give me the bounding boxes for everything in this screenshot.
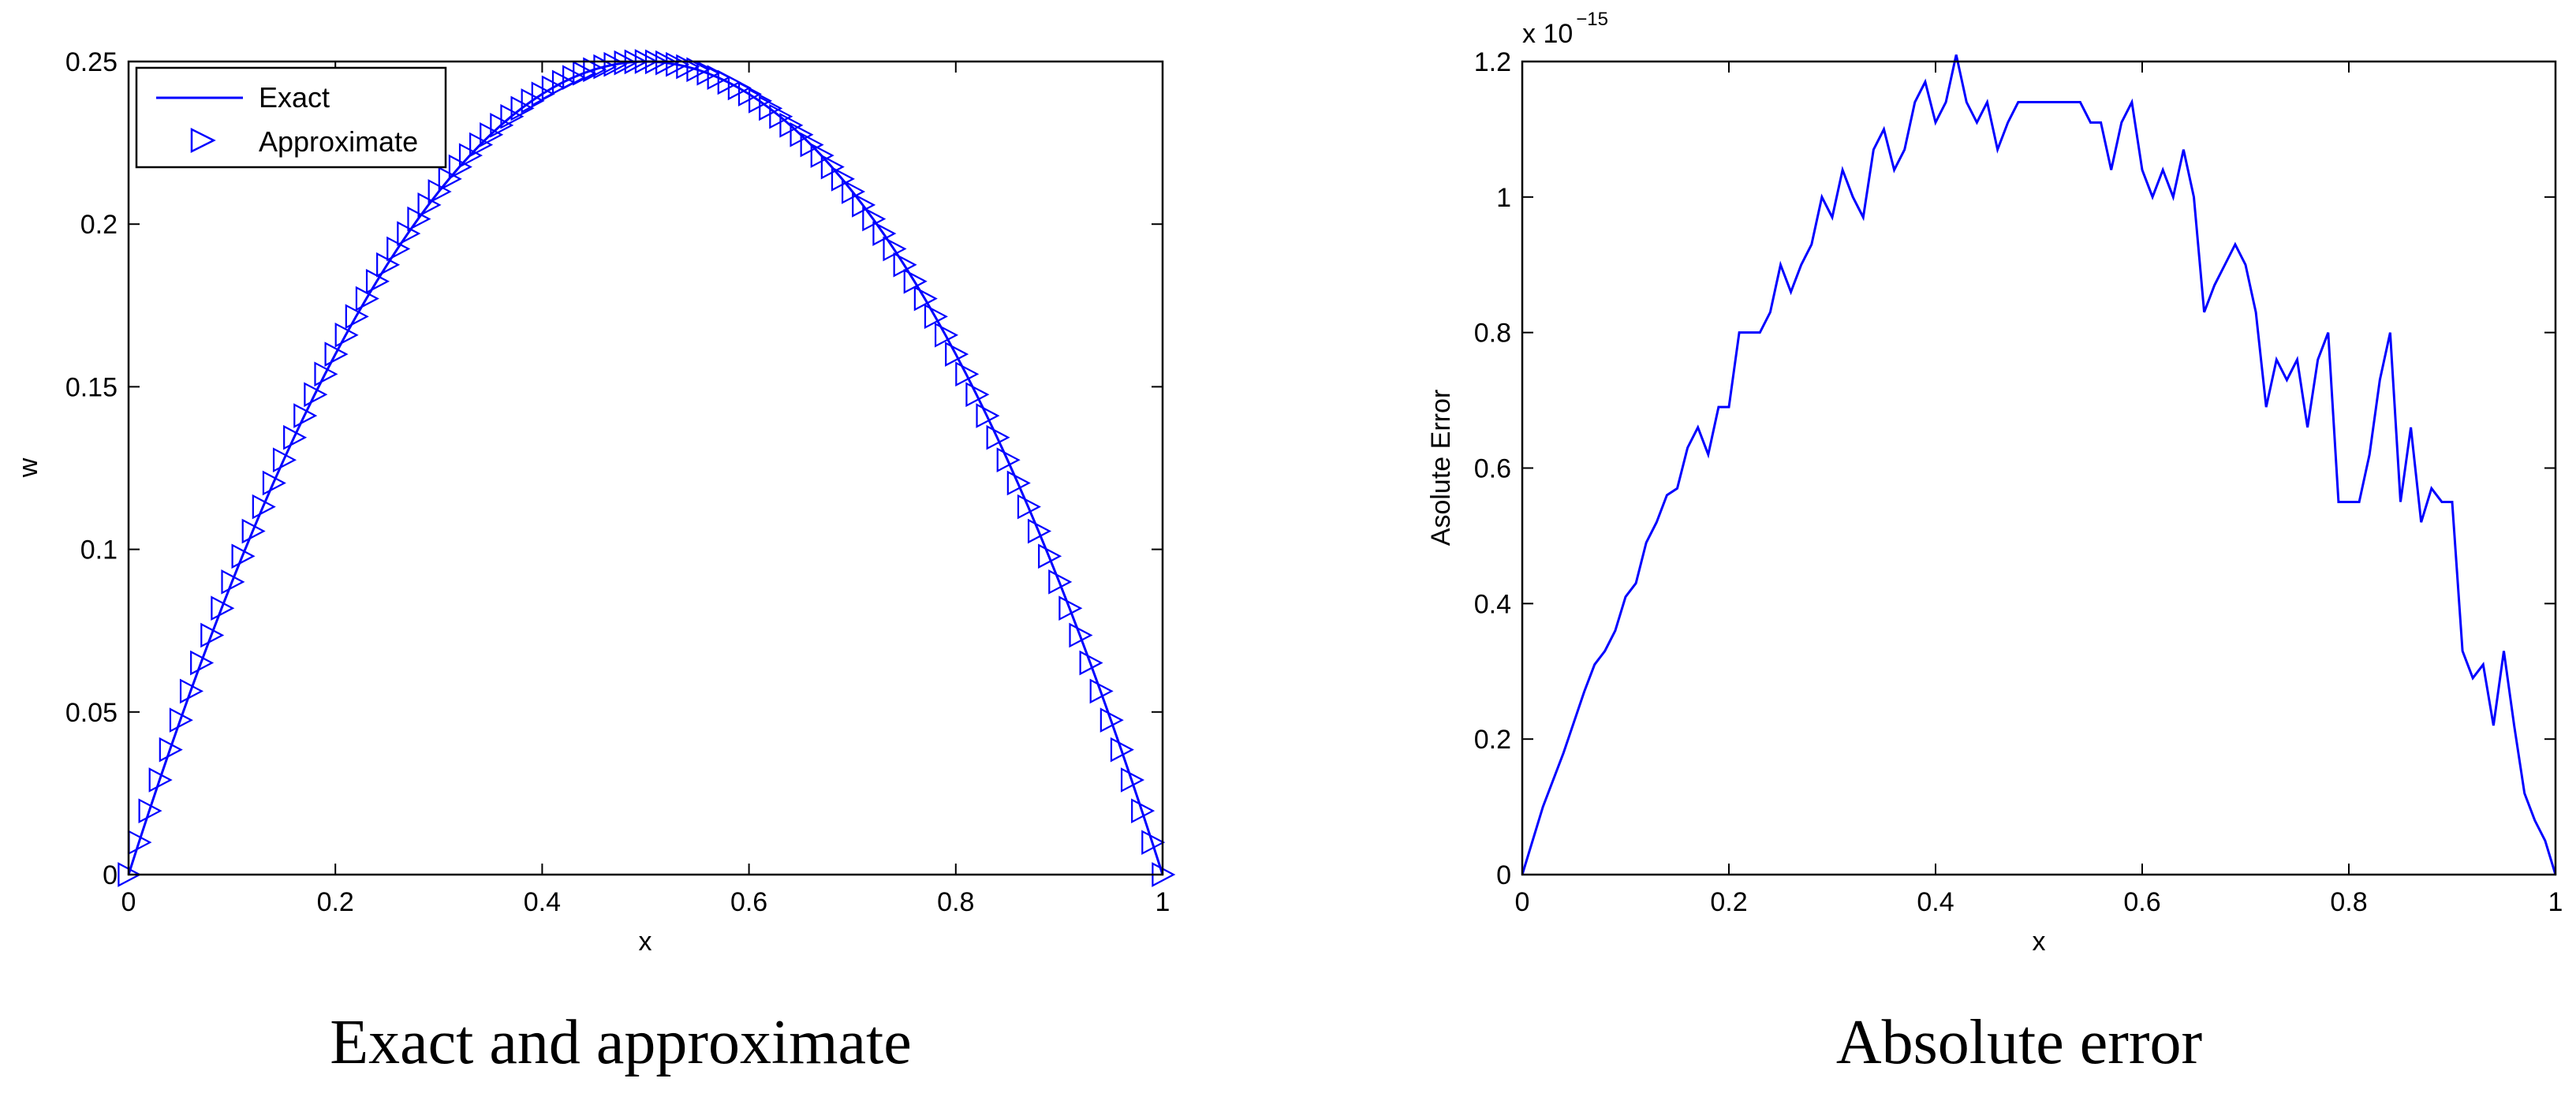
exact-approximate-marks xyxy=(118,49,1176,887)
approximate-marker xyxy=(304,382,328,408)
approximate-marker xyxy=(241,518,266,544)
legend-exact-label: Exact xyxy=(259,81,330,114)
approximate-marker xyxy=(221,569,245,595)
approximate-marker xyxy=(1079,650,1103,676)
approximate-marker xyxy=(1058,595,1083,621)
approximate-marker xyxy=(1141,830,1166,855)
approximate-marker xyxy=(955,361,980,387)
approximate-marker xyxy=(976,403,1000,428)
absolute-error-y-tick-label: 0.8 xyxy=(1474,319,1511,349)
approximate-marker xyxy=(934,323,959,348)
exact-approximate-y-tick-label: 0.25 xyxy=(65,47,118,77)
absolute-error-line xyxy=(1521,54,2557,875)
absolute-error-x-axis-label: x xyxy=(2033,927,2046,957)
exact-approximate-panel: 0 0.2 0.4 0.6 0.8 1 0 0.05 0.1 0.15 0.2 0.25 x w Ex… xyxy=(13,47,1176,1077)
exact-approximate-x-tick-label: 0.6 xyxy=(730,887,767,917)
approximate-marker xyxy=(169,707,193,733)
exact-approximate-ticks: 0 0.2 0.4 0.6 0.8 1 0 0.05 0.1 0.15 0.2 0.25 xyxy=(65,47,1170,917)
legend-approximate-marker xyxy=(190,127,216,154)
absolute-error-x-tick-label: 0 xyxy=(1515,887,1530,917)
absolute-error-y-tick-label: 0.4 xyxy=(1474,589,1511,619)
approximate-marker xyxy=(1017,494,1041,520)
absolute-error-panel: 0 0.2 0.4 0.6 0.8 1 0 0.2 0.4 0.6 0.8 1 1.2 x Asolut… xyxy=(1426,9,2563,1077)
approximate-marker xyxy=(1038,543,1062,569)
approximate-marker xyxy=(1006,470,1031,496)
legend-approximate-label: Approximate xyxy=(259,125,418,158)
exact-approximate-plot-frame xyxy=(127,60,1164,876)
exact-approximate-caption: Exact and approximate xyxy=(330,1008,911,1077)
exact-approximate-x-axis-label: x xyxy=(639,927,652,957)
approximate-marker xyxy=(1048,569,1073,595)
absolute-error-y-exponent-base: x 10 xyxy=(1522,19,1573,49)
absolute-error-x-tick-label: 1 xyxy=(2548,887,2563,917)
exact-approximate-x-tick-label: 0.4 xyxy=(524,887,561,917)
approximate-marker xyxy=(996,447,1021,473)
exact-approximate-y-tick-label: 0.2 xyxy=(80,210,118,240)
absolute-error-marks xyxy=(1521,54,2557,875)
absolute-error-x-tick-label: 0.6 xyxy=(2123,887,2160,917)
exact-approximate-x-tick-label: 1 xyxy=(1155,887,1170,917)
approximate-marker xyxy=(945,341,969,367)
absolute-error-x-tick-label: 0.8 xyxy=(2330,887,2367,917)
approximate-marker xyxy=(1120,767,1145,793)
approximate-marker xyxy=(324,341,349,367)
exact-approximate-y-axis-label: w xyxy=(13,457,43,478)
absolute-error-y-tick-label: 0.6 xyxy=(1474,454,1511,484)
approximate-marker xyxy=(262,470,286,496)
absolute-error-y-tick-label: 0 xyxy=(1496,860,1511,890)
approximate-marker xyxy=(965,382,990,408)
exact-approximate-y-tick-label: 0.1 xyxy=(80,535,118,565)
approximate-marker xyxy=(1099,707,1124,733)
approximate-marker xyxy=(314,361,338,387)
approximate-marker xyxy=(179,678,204,704)
approximate-marker xyxy=(148,767,173,793)
approximate-marker xyxy=(252,494,276,520)
exact-approximate-x-tick-label: 0.2 xyxy=(317,887,354,917)
exact-approximate-x-tick-label: 0.8 xyxy=(937,887,974,917)
legend-box xyxy=(135,66,447,169)
approximate-marker xyxy=(924,304,948,330)
approximate-marker xyxy=(913,285,938,312)
absolute-error-y-tick-label: 0.2 xyxy=(1474,725,1511,755)
absolute-error-y-tick-label: 1 xyxy=(1496,183,1511,213)
approximate-marker xyxy=(272,447,297,473)
approximate-marker xyxy=(293,403,318,428)
approximate-marker xyxy=(986,424,1010,450)
absolute-error-caption: Absolute error xyxy=(1836,1008,2202,1077)
absolute-error-y-exponent: x 10 −15 xyxy=(1522,9,1608,49)
approximate-marker xyxy=(231,543,256,569)
absolute-error-ticks: 0 0.2 0.4 0.6 0.8 1 0 0.2 0.4 0.6 0.8 1 1.2 xyxy=(1474,47,2563,917)
approximate-marker xyxy=(1089,678,1114,704)
absolute-error-y-exponent-power: −15 xyxy=(1576,9,1608,30)
exact-approximate-y-tick-label: 0.15 xyxy=(65,372,118,402)
approximate-marker xyxy=(1069,622,1093,648)
exact-approximate-y-tick-label: 0 xyxy=(103,860,118,890)
approximate-marker xyxy=(200,622,225,648)
absolute-error-x-tick-label: 0.4 xyxy=(1917,887,1954,917)
approximate-marker xyxy=(138,798,162,823)
approximate-marker xyxy=(1027,518,1052,544)
approximate-marker xyxy=(283,424,308,450)
approximate-marker xyxy=(345,304,369,330)
approximate-marker xyxy=(211,595,235,621)
exact-approximate-x-tick-label: 0 xyxy=(121,887,136,917)
approximate-marker xyxy=(1110,737,1134,763)
legend: Exact Approximate xyxy=(135,66,447,169)
absolute-error-y-tick-label: 1.2 xyxy=(1474,47,1511,77)
exact-approximate-y-tick-label: 0.05 xyxy=(65,698,118,728)
approximate-marker xyxy=(190,650,215,676)
approximate-marker xyxy=(334,323,359,348)
approximate-marker xyxy=(159,737,183,763)
approximate-marker xyxy=(1131,798,1155,823)
absolute-error-x-tick-label: 0.2 xyxy=(1710,887,1747,917)
absolute-error-y-axis-label: Asolute Error xyxy=(1426,390,1456,546)
